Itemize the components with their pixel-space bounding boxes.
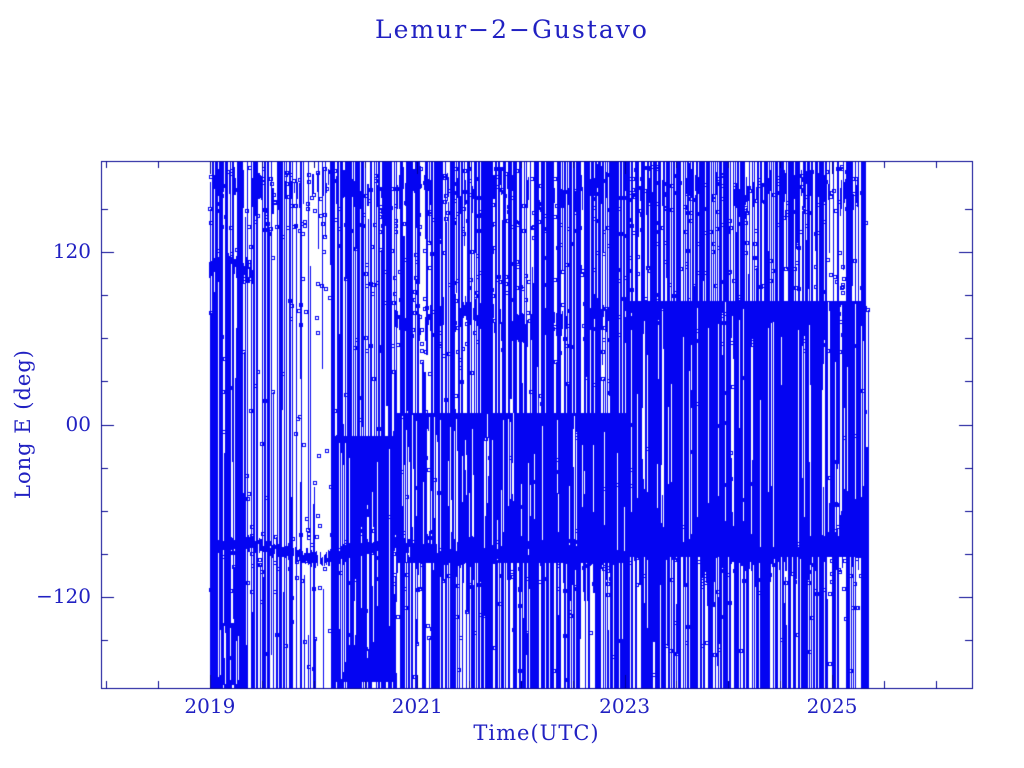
y-tick-label-00: 00	[65, 411, 91, 436]
chart-title: Lemur−2−Gustavo	[375, 15, 649, 44]
x-tick-label-2025: 2025	[806, 694, 858, 718]
y-tick-label-120: 120	[52, 238, 91, 263]
x-tick-label-2023: 2023	[599, 694, 651, 718]
x-tick-label-2019: 2019	[184, 694, 236, 718]
y-tick-label-−120: −120	[36, 584, 91, 609]
x-tick-label-2021: 2021	[391, 694, 443, 718]
x-axis-label: Time(UTC)	[473, 721, 600, 745]
